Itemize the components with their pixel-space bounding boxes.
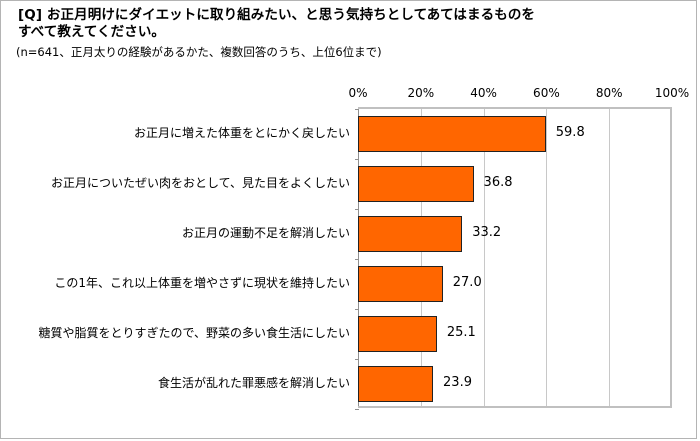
- x-tick-label: 40%: [470, 86, 497, 100]
- x-tick-label: 20%: [407, 86, 435, 100]
- bar-value-label: 27.0: [452, 275, 482, 290]
- bar-value-label: 33.2: [472, 225, 502, 240]
- gridline: [609, 109, 611, 406]
- bar-value-label: 59.8: [555, 125, 585, 140]
- category-label: 食生活が乱れた罪悪感を解消したい: [157, 376, 350, 390]
- bar-value-label: 23.9: [443, 375, 472, 390]
- category-label: お正月に増えた体重をとにかく戻したい: [133, 126, 350, 140]
- chart-title-line2: すべて教えてください。: [18, 24, 166, 40]
- gridline: [483, 109, 485, 406]
- y-axis-line: [358, 109, 359, 406]
- y-tick: [355, 159, 359, 160]
- bar: [358, 166, 474, 202]
- bar: [358, 366, 434, 402]
- x-tick-label: 80%: [595, 86, 623, 100]
- category-label: お正月の運動不足を解消したい: [181, 226, 350, 240]
- gridline: [420, 109, 422, 406]
- bar-value-label: 36.8: [483, 175, 513, 190]
- chart-title: [Q] お正月明けにダイエットに取り組みたい、と思う気持ちとしてあてはまるものを…: [18, 7, 535, 41]
- category-label: この1年、これ以上体重を増やさずに現状を維持したい: [54, 276, 350, 290]
- y-tick: [355, 259, 359, 260]
- x-tick-label: 100%: [654, 86, 690, 100]
- bar: [358, 116, 546, 152]
- plot-area: 59.8 36.8 33.2 27.0 25.1 23.9: [355, 107, 672, 410]
- bar: [358, 266, 443, 302]
- category-label: お正月についたぜい肉をおとして、見た目をよくしたい: [50, 176, 350, 190]
- y-tick: [355, 109, 359, 110]
- y-tick: [355, 209, 359, 210]
- chart-title-line1: [Q] お正月明けにダイエットに取り組みたい、と思う気持ちとしてあてはまるものを: [18, 7, 536, 23]
- y-tick: [355, 309, 359, 310]
- bar-value-label: 25.1: [446, 325, 476, 340]
- chart-subtitle: (n=641、正月太りの経験があるかた、複数回答のうち、上位6位まで): [16, 45, 382, 59]
- category-label: 糖質や脂質をとりすぎたので、野菜の多い食生活にしたい: [38, 326, 350, 340]
- gridline: [546, 109, 548, 406]
- bar: [358, 316, 437, 352]
- x-tick-label: 0%: [348, 86, 368, 100]
- y-tick: [355, 409, 359, 410]
- bar: [358, 216, 463, 252]
- x-tick-label: 60%: [533, 86, 560, 100]
- y-tick: [355, 359, 359, 360]
